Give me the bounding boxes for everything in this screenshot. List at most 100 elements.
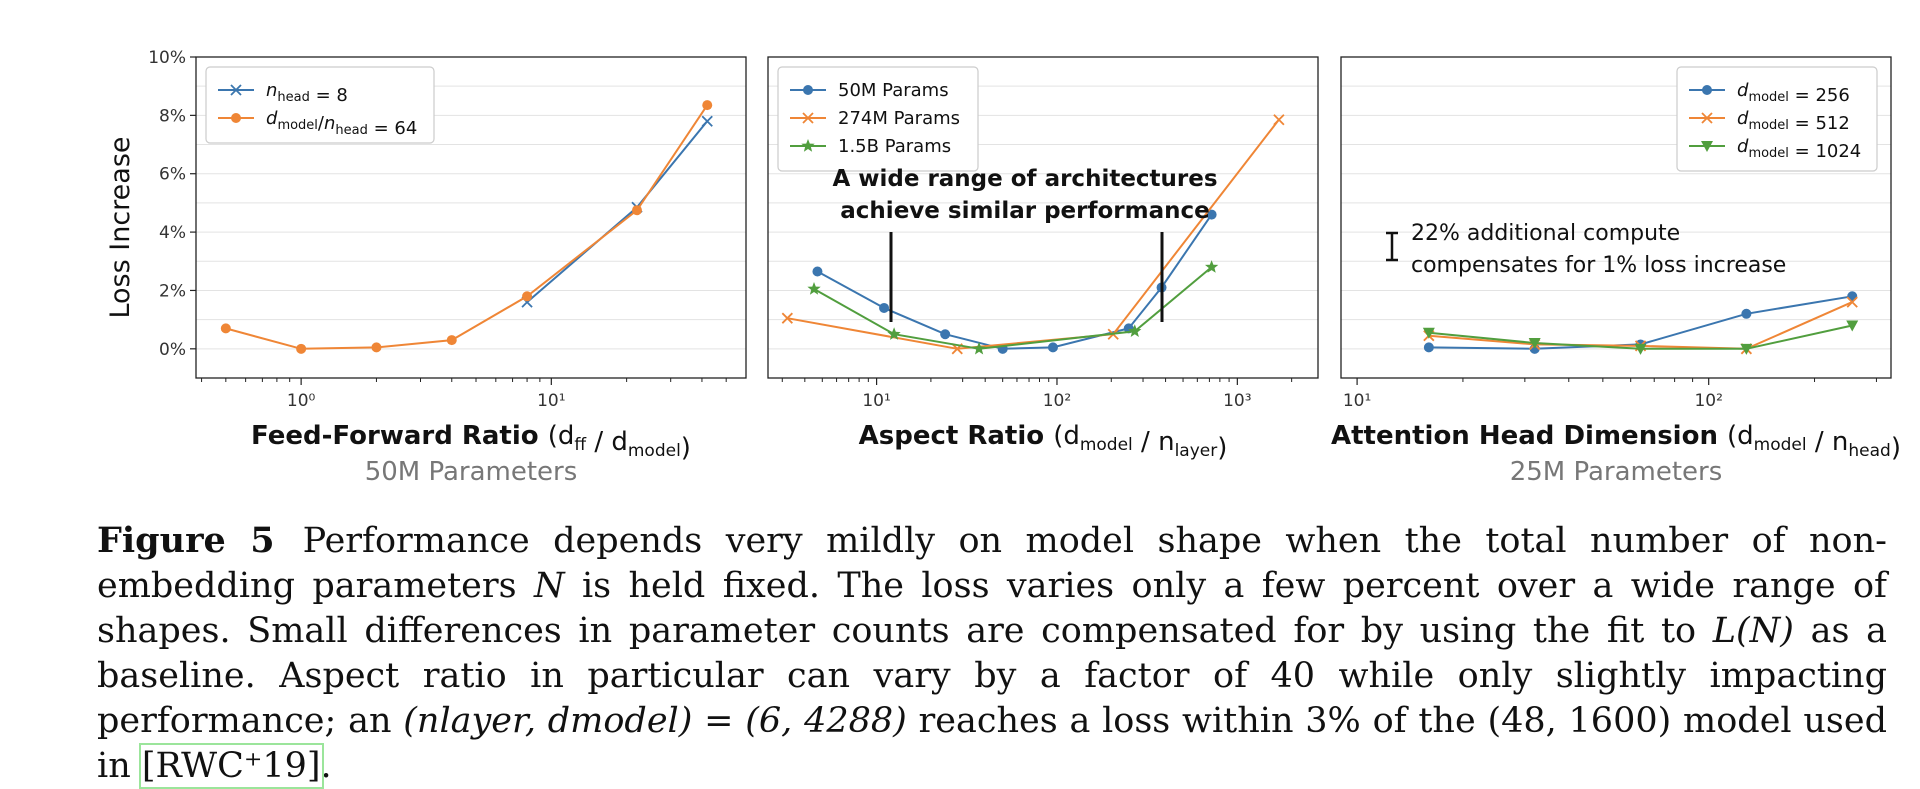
y-tick-label: 6% — [159, 165, 186, 185]
series-2 — [220, 100, 713, 354]
annotation-line: 22% additional compute — [1411, 221, 1680, 246]
data-point — [1634, 343, 1647, 355]
data-point — [781, 312, 793, 324]
y-tick-label: 10% — [148, 48, 186, 68]
chart-panel-1: 10⁰ 10¹ 0% 2% 4% 6% 8% 10% Loss Increase nhead = … — [105, 48, 747, 487]
data-point — [879, 302, 890, 313]
legend-marker — [803, 85, 813, 95]
data-point — [220, 323, 231, 334]
legend-label: dmodel = 256 — [1737, 80, 1850, 106]
data-point — [887, 327, 901, 340]
legend-label: dmodel = 1024 — [1737, 136, 1861, 162]
data-point — [1741, 308, 1752, 319]
x-tick-label: 10⁰ — [287, 391, 316, 411]
caption-tuple: (nlayer, dmodel) = (6, 4288) — [403, 701, 907, 741]
legend-marker — [1702, 85, 1712, 95]
data-point — [812, 266, 823, 277]
x-tick-label: 10³ — [1223, 391, 1251, 411]
panel-subtitle: 50M Parameters — [365, 457, 578, 487]
data-point — [1423, 342, 1434, 353]
data-point — [1273, 114, 1285, 126]
legend-marker — [230, 84, 242, 96]
legend-label: nhead = 8 — [266, 80, 348, 106]
legend-label: 274M Params — [838, 108, 960, 129]
x-tick-label: 10² — [1043, 391, 1071, 411]
x-tick-label: 10¹ — [1343, 391, 1371, 411]
data-point — [446, 335, 457, 346]
x-tick-label: 10¹ — [537, 391, 565, 411]
caption-text-6: . — [320, 746, 332, 786]
data-point — [701, 115, 713, 127]
panel-subtitle: 25M Parameters — [1510, 457, 1723, 487]
caption-text-3: as a baseline. Aspect ratio in particula… — [97, 611, 1887, 741]
legend-box — [1676, 66, 1878, 172]
data-point — [296, 343, 307, 354]
y-axis-label: Loss Increase — [105, 136, 136, 318]
annotation-line: A wide range of architectures — [832, 166, 1217, 192]
caption-var-n: N — [533, 566, 565, 606]
figure-5-charts: 10⁰ 10¹ 0% 2% 4% 6% 8% 10% Loss Increase nhead = … — [105, 48, 1901, 487]
legend-label: 50M Params — [838, 80, 949, 101]
legend-marker — [1701, 141, 1713, 152]
caption-label: Figure 5 — [97, 520, 275, 561]
legend-marker — [1701, 112, 1713, 124]
legend-box — [777, 66, 979, 172]
legend-marker — [231, 113, 241, 123]
data-point — [1205, 260, 1219, 273]
chart-panel-2: 10¹ 10² 10³ 50M Params 274M Params 1.5B Param… — [767, 56, 1319, 463]
series-3 — [807, 260, 1219, 355]
data-point — [972, 341, 986, 355]
error-bar-icon — [1386, 231, 1398, 262]
legend-box — [205, 66, 435, 144]
legend: 50M Params 274M Params 1.5B Params — [777, 66, 979, 172]
data-point — [1047, 342, 1058, 353]
legend-label: 1.5B Params — [838, 136, 951, 157]
data-point — [631, 205, 642, 216]
legend-label: dmodel = 512 — [1737, 108, 1850, 134]
y-tick-label: 8% — [159, 106, 186, 126]
data-point — [1740, 343, 1753, 355]
data-point — [807, 282, 821, 295]
plot-frame — [195, 56, 747, 379]
data-point — [1206, 209, 1217, 220]
data-point — [702, 100, 713, 111]
data-point — [1528, 337, 1541, 349]
data-point — [522, 291, 533, 302]
y-tick-label: 2% — [159, 281, 186, 301]
figure-caption: Figure 5 Performance depends very mildly … — [97, 518, 1887, 789]
caption-text-4: reaches a loss within 3% of the — [906, 701, 1488, 741]
data-point — [1422, 327, 1435, 339]
x-tick-label: 10¹ — [862, 391, 890, 411]
data-point — [1128, 324, 1142, 337]
caption-pair: (48, 1600) — [1487, 701, 1672, 741]
y-tick-label: 0% — [159, 340, 186, 360]
plot-frame — [1340, 56, 1892, 379]
x-axis-title: Feed-Forward Ratio (dff / dmodel) — [251, 421, 691, 463]
caption-text-1: Performance depends very mildly on model… — [97, 521, 1887, 606]
data-point — [1846, 296, 1858, 308]
data-point — [1846, 320, 1859, 332]
x-axis-title: Aspect Ratio (dmodel / nlayer) — [859, 421, 1228, 463]
plot-frame — [767, 56, 1319, 379]
series-line — [813, 266, 1213, 350]
legend-marker — [802, 112, 814, 124]
caption-fit: L(N) — [1712, 611, 1794, 651]
legend-label: dmodel/nhead = 64 — [266, 108, 417, 139]
annotation-line: achieve similar performance — [840, 198, 1209, 224]
y-tick-label: 4% — [159, 223, 186, 243]
caption-text-2: is held fixed. The loss varies only a fe… — [97, 566, 1887, 651]
annotation-line: compensates for 1% loss increase — [1411, 253, 1786, 278]
series-line — [817, 214, 1213, 350]
data-point — [371, 342, 382, 353]
citation-link[interactable]: [RWC⁺19] — [138, 743, 324, 789]
series-3 — [1422, 320, 1859, 355]
x-tick-label: 10² — [1694, 391, 1722, 411]
data-point — [940, 329, 951, 340]
x-axis-title: Attention Head Dimension (dmodel / nhead… — [1331, 421, 1901, 463]
series-1 — [812, 209, 1217, 354]
caption-text-5: model used in — [97, 701, 1887, 786]
legend-marker — [801, 139, 815, 152]
